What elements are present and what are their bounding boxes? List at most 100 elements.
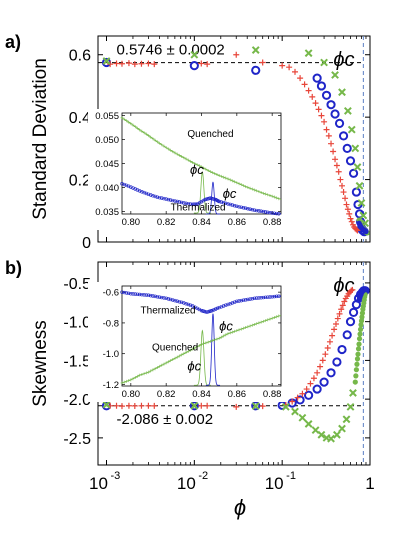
y-tick-label: -2.0 [63,392,91,409]
inset-quenched-marker [175,152,179,156]
inset-quenched-marker [250,187,254,191]
data-point-circle [351,187,361,197]
inset-y-tick-label: -1.2 [103,380,119,391]
data-point-cross [251,46,260,54]
inset-quenched-marker [131,123,135,127]
inset-y-tick-label: -0.8 [103,318,119,329]
inset-thermalized-marker [144,293,148,297]
inset-thermalized-marker [246,297,250,302]
inset-thermalized-marker [239,298,243,303]
data-point-plus [334,315,341,322]
data-point-plus [315,106,322,113]
data-point-plus [317,363,324,370]
inset-peak-curve [193,171,211,214]
inset-thermalized-marker [237,299,241,303]
inset-quenched-marker [246,185,250,189]
inset-thermalized-marker [173,199,177,203]
inset-thermalized-marker [166,197,171,202]
data-point-cross [357,199,366,207]
inset-quenched-marker [222,175,226,179]
data-point-plus [131,61,138,68]
inset-thermalized-marker [237,205,241,209]
data-point-plus [151,402,158,409]
data-point-plus [339,182,346,189]
inset-thermalized-marker [146,293,151,297]
inset-thermalized-marker [259,296,263,300]
data-point-plus [299,390,306,397]
inset-thermalized-marker [250,296,254,301]
data-point-cross [347,125,356,134]
inset-quenched-marker [202,342,206,346]
inset-thermalized-marker [252,296,257,301]
inset-thermalized-marker [188,303,193,307]
inset-quenched-marker [241,326,245,330]
inset-thermalized-marker [266,295,270,299]
inset-thermalized-marker [133,292,137,296]
inset-label: Thermalized [141,306,196,317]
inset-thermalized-marker [257,209,261,213]
inset-quenched-marker [182,352,186,356]
inset-thermalized-marker [168,198,173,202]
data-point-plus [346,210,353,217]
inset-thermalized-marker [250,207,254,212]
inset-thermalized-marker [175,199,179,204]
inset-quenched-marker [140,129,144,133]
inset-quenched-marker [193,346,197,350]
inset-thermalized-marker [171,198,175,203]
data-point-plus [294,394,301,401]
inset-quenched-marker [166,360,170,364]
inset-thermalized-marker [221,304,226,308]
inset-thermalized-marker [217,305,221,310]
data-point-plus [138,60,145,67]
inset-quenched-marker [153,138,157,142]
data-point-plus [301,81,308,88]
inset-thermalized-marker [135,292,140,296]
inset-y-tick-label: 0.055 [95,111,119,122]
panel-label: b) [5,258,22,278]
inset-thermalized-marker [239,205,243,209]
inset-quenched-marker [259,190,263,194]
data-point-cross [298,413,307,422]
inset-quenched-marker [202,166,206,170]
inset-thermalized-marker [173,298,177,303]
panel-label: a) [5,32,21,52]
data-point-plus [330,148,337,155]
data-point-plus [151,61,158,68]
inset-thermalized-marker [274,211,279,216]
inset-thermalized-marker [272,294,277,299]
inset-thermalized-marker [268,295,272,299]
data-point-plus [107,61,114,68]
inset-quenched-marker [213,338,217,342]
inset-thermalized-marker [182,301,186,305]
data-point-plus [259,59,266,66]
inset-quenched-marker [264,319,268,323]
inset-quenched-marker [200,165,203,169]
inset-thermalized-marker [153,194,157,199]
inset-quenched-marker [173,356,177,360]
inset-quenched-marker [213,172,217,176]
inset-quenched-marker [138,373,142,377]
inset-y-tick-label: 0.035 [95,207,119,218]
data-point-plus [332,156,339,163]
inset-thermalized-marker [261,209,266,214]
inset-quenched-marker [219,174,223,178]
inset-thermalized-marker [241,206,246,210]
y-tick-label: -2.5 [63,431,91,448]
data-point-plus [307,380,314,387]
data-point-plus [233,403,240,410]
inset-thermalized-marker [221,200,226,205]
inset-thermalized-marker [255,296,259,300]
inset-quenched-marker [261,319,265,323]
inset-thermalized-marker [235,299,239,304]
inset-thermalized-marker [230,301,235,305]
data-point-dots [359,310,366,316]
inset-thermalized-marker [184,201,188,205]
data-point-plus [145,402,152,409]
data-point-circle [304,390,314,400]
data-point-cross [351,144,360,153]
inset: 0.80 0.82 0.84 0.86 0.88 -0.6 -0.8 -1.0 -1.2 Ther… [88,282,287,402]
data-point-dots [357,331,363,337]
data-point-dots [363,229,369,235]
y-tick-label: -1.5 [63,353,91,370]
data-point-plus [337,176,344,183]
